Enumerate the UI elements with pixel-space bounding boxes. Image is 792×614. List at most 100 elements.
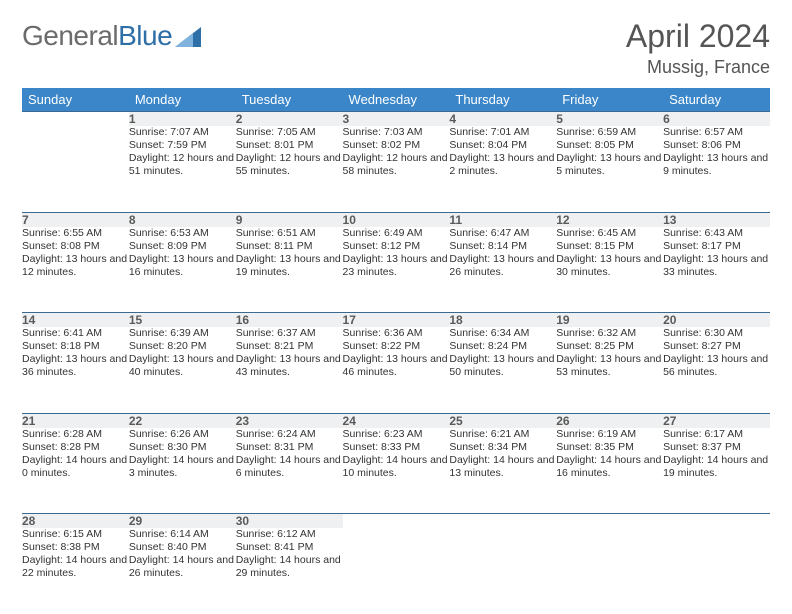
day-number: 11 — [449, 212, 556, 227]
day-cell: Sunrise: 6:57 AMSunset: 8:06 PMDaylight:… — [663, 126, 770, 212]
daylight-line: Daylight: 13 hours and 23 minutes. — [343, 253, 450, 279]
sunset-line: Sunset: 8:28 PM — [22, 441, 129, 454]
day-number: 13 — [663, 212, 770, 227]
sunrise-line: Sunrise: 6:47 AM — [449, 227, 556, 240]
empty-day-number — [449, 514, 556, 529]
day-number: 20 — [663, 313, 770, 328]
day-cell: Sunrise: 6:37 AMSunset: 8:21 PMDaylight:… — [236, 327, 343, 413]
daylight-line: Daylight: 13 hours and 12 minutes. — [22, 253, 129, 279]
title-block: April 2024 Mussig, France — [626, 18, 770, 78]
day-number-row: 21222324252627 — [22, 413, 770, 428]
daylight-line: Daylight: 14 hours and 16 minutes. — [556, 454, 663, 480]
day-number-row: 123456 — [22, 112, 770, 127]
sunrise-line: Sunrise: 6:59 AM — [556, 126, 663, 139]
sunset-line: Sunset: 8:34 PM — [449, 441, 556, 454]
daylight-line: Daylight: 14 hours and 26 minutes. — [129, 554, 236, 580]
day-number-row: 78910111213 — [22, 212, 770, 227]
day-number: 19 — [556, 313, 663, 328]
sunrise-line: Sunrise: 6:21 AM — [449, 428, 556, 441]
sunset-line: Sunset: 8:30 PM — [129, 441, 236, 454]
daylight-line: Daylight: 13 hours and 40 minutes. — [129, 353, 236, 379]
daylight-line: Daylight: 13 hours and 33 minutes. — [663, 253, 770, 279]
daylight-line: Daylight: 13 hours and 56 minutes. — [663, 353, 770, 379]
day-cell: Sunrise: 6:39 AMSunset: 8:20 PMDaylight:… — [129, 327, 236, 413]
sunset-line: Sunset: 8:37 PM — [663, 441, 770, 454]
day-cell: Sunrise: 6:59 AMSunset: 8:05 PMDaylight:… — [556, 126, 663, 212]
sunrise-line: Sunrise: 6:30 AM — [663, 327, 770, 340]
brand-part1: General — [22, 20, 118, 52]
sunrise-line: Sunrise: 6:36 AM — [343, 327, 450, 340]
day-cell: Sunrise: 6:30 AMSunset: 8:27 PMDaylight:… — [663, 327, 770, 413]
weekday-header: Saturday — [663, 88, 770, 112]
daylight-line: Daylight: 13 hours and 5 minutes. — [556, 152, 663, 178]
empty-day-cell — [22, 126, 129, 212]
day-cell: Sunrise: 6:36 AMSunset: 8:22 PMDaylight:… — [343, 327, 450, 413]
day-cell: Sunrise: 6:51 AMSunset: 8:11 PMDaylight:… — [236, 227, 343, 313]
day-cell: Sunrise: 6:19 AMSunset: 8:35 PMDaylight:… — [556, 428, 663, 514]
empty-day-number — [663, 514, 770, 529]
daylight-line: Daylight: 13 hours and 26 minutes. — [449, 253, 556, 279]
sunrise-line: Sunrise: 6:23 AM — [343, 428, 450, 441]
day-number: 8 — [129, 212, 236, 227]
daylight-line: Daylight: 14 hours and 29 minutes. — [236, 554, 343, 580]
sunset-line: Sunset: 8:14 PM — [449, 240, 556, 253]
sunset-line: Sunset: 8:41 PM — [236, 541, 343, 554]
empty-day-number — [556, 514, 663, 529]
daylight-line: Daylight: 14 hours and 22 minutes. — [22, 554, 129, 580]
logo-triangle-icon — [175, 22, 201, 54]
weekday-header: Sunday — [22, 88, 129, 112]
day-number-row: 14151617181920 — [22, 313, 770, 328]
sunrise-line: Sunrise: 6:45 AM — [556, 227, 663, 240]
day-number: 5 — [556, 112, 663, 127]
sunrise-line: Sunrise: 6:53 AM — [129, 227, 236, 240]
sunset-line: Sunset: 8:38 PM — [22, 541, 129, 554]
day-cell: Sunrise: 6:34 AMSunset: 8:24 PMDaylight:… — [449, 327, 556, 413]
day-cell: Sunrise: 6:14 AMSunset: 8:40 PMDaylight:… — [129, 528, 236, 614]
sunset-line: Sunset: 8:24 PM — [449, 340, 556, 353]
day-number: 1 — [129, 112, 236, 127]
sunset-line: Sunset: 8:33 PM — [343, 441, 450, 454]
sunrise-line: Sunrise: 6:49 AM — [343, 227, 450, 240]
empty-day-cell — [449, 528, 556, 614]
day-number: 28 — [22, 514, 129, 529]
day-number: 7 — [22, 212, 129, 227]
empty-day-cell — [663, 528, 770, 614]
brand-part2: Blue — [118, 20, 172, 52]
sunrise-line: Sunrise: 6:15 AM — [22, 528, 129, 541]
sunset-line: Sunset: 8:04 PM — [449, 139, 556, 152]
sunset-line: Sunset: 8:17 PM — [663, 240, 770, 253]
day-number: 6 — [663, 112, 770, 127]
sunrise-line: Sunrise: 6:32 AM — [556, 327, 663, 340]
sunrise-line: Sunrise: 6:17 AM — [663, 428, 770, 441]
sunset-line: Sunset: 8:09 PM — [129, 240, 236, 253]
sunrise-line: Sunrise: 6:34 AM — [449, 327, 556, 340]
daylight-line: Daylight: 13 hours and 53 minutes. — [556, 353, 663, 379]
day-number: 16 — [236, 313, 343, 328]
day-cell: Sunrise: 7:03 AMSunset: 8:02 PMDaylight:… — [343, 126, 450, 212]
day-body-row: Sunrise: 6:55 AMSunset: 8:08 PMDaylight:… — [22, 227, 770, 313]
daylight-line: Daylight: 12 hours and 58 minutes. — [343, 152, 450, 178]
day-number: 18 — [449, 313, 556, 328]
day-body-row: Sunrise: 6:41 AMSunset: 8:18 PMDaylight:… — [22, 327, 770, 413]
day-cell: Sunrise: 6:24 AMSunset: 8:31 PMDaylight:… — [236, 428, 343, 514]
sunrise-line: Sunrise: 6:37 AM — [236, 327, 343, 340]
day-number: 21 — [22, 413, 129, 428]
daylight-line: Daylight: 12 hours and 55 minutes. — [236, 152, 343, 178]
daylight-line: Daylight: 13 hours and 43 minutes. — [236, 353, 343, 379]
sunset-line: Sunset: 8:12 PM — [343, 240, 450, 253]
day-cell: Sunrise: 6:17 AMSunset: 8:37 PMDaylight:… — [663, 428, 770, 514]
day-cell: Sunrise: 7:01 AMSunset: 8:04 PMDaylight:… — [449, 126, 556, 212]
sunrise-line: Sunrise: 6:19 AM — [556, 428, 663, 441]
daylight-line: Daylight: 14 hours and 13 minutes. — [449, 454, 556, 480]
daylight-line: Daylight: 14 hours and 0 minutes. — [22, 454, 129, 480]
day-cell: Sunrise: 6:55 AMSunset: 8:08 PMDaylight:… — [22, 227, 129, 313]
daylight-line: Daylight: 13 hours and 36 minutes. — [22, 353, 129, 379]
daylight-line: Daylight: 13 hours and 46 minutes. — [343, 353, 450, 379]
day-number: 15 — [129, 313, 236, 328]
daylight-line: Daylight: 13 hours and 50 minutes. — [449, 353, 556, 379]
sunset-line: Sunset: 8:40 PM — [129, 541, 236, 554]
empty-day-number — [22, 112, 129, 127]
sunset-line: Sunset: 8:20 PM — [129, 340, 236, 353]
sunset-line: Sunset: 8:02 PM — [343, 139, 450, 152]
sunrise-line: Sunrise: 6:41 AM — [22, 327, 129, 340]
